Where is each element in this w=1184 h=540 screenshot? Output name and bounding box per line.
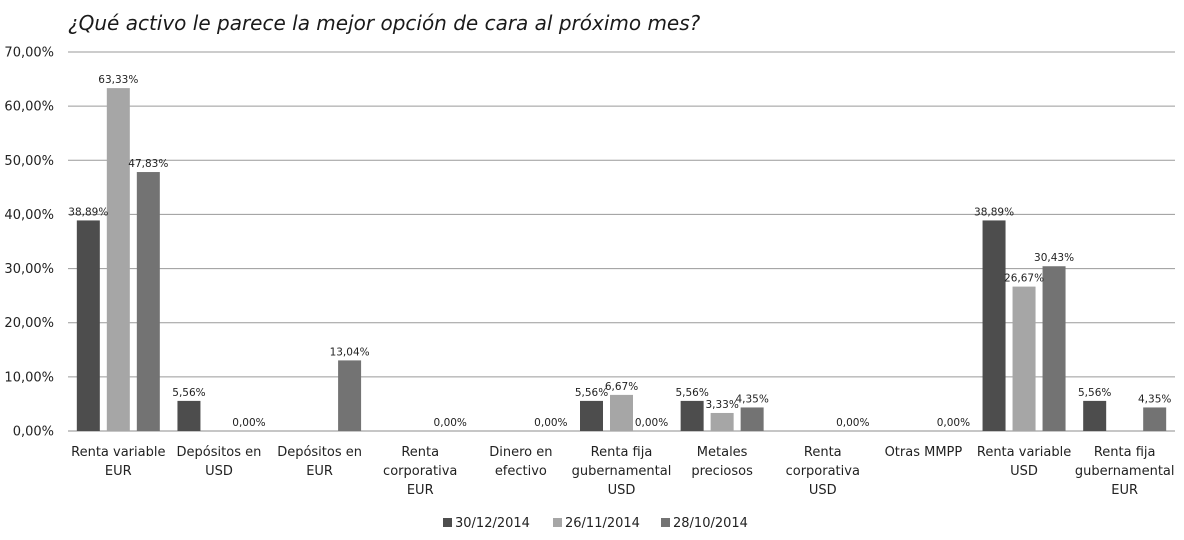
- x-tick-label: Depósitos en EUR: [277, 445, 362, 479]
- bar: [1042, 266, 1066, 431]
- chart-title: ¿Qué activo le parece la mejor opción de…: [68, 11, 701, 35]
- y-tick-label: 50,00%: [4, 154, 54, 169]
- y-tick-label: 10,00%: [4, 370, 54, 385]
- data-label: 26,67%: [1004, 273, 1044, 285]
- bar: [580, 400, 603, 431]
- bar: [680, 400, 704, 431]
- bar: [136, 172, 160, 431]
- x-tick-label: Renta corporativa EUR: [383, 445, 457, 498]
- bar: [740, 407, 764, 431]
- x-tick-label: Renta fija gubernamental USD: [572, 445, 672, 498]
- data-label: 47,83%: [128, 158, 168, 170]
- bar: [710, 412, 734, 431]
- y-tick-label: 0,00%: [13, 425, 54, 440]
- legend: 30/12/2014 26/11/2014 28/10/2014: [443, 516, 748, 531]
- x-tick-label: Metales preciosos: [691, 445, 753, 479]
- legend-label: 30/12/2014: [455, 516, 530, 531]
- data-label: 6,67%: [605, 381, 638, 393]
- bar: [76, 220, 100, 431]
- y-tick-label: 30,00%: [4, 262, 54, 277]
- legend-label: 28/10/2014: [673, 516, 748, 531]
- x-axis-ticks: Renta variable EUR Depósitos en USD Depósito…: [71, 445, 1174, 498]
- x-tick-label: Renta variable EUR: [71, 445, 165, 479]
- data-labels: 38,89% 63,33% 47,83% 5,56% 0,00% 13,04% 0,00% 0…: [68, 74, 1171, 429]
- bar: [338, 360, 362, 431]
- y-tick-label: 70,00%: [4, 46, 54, 61]
- data-label: 0,00%: [232, 417, 265, 429]
- data-label: 30,43%: [1034, 252, 1074, 264]
- legend-swatch: [553, 518, 562, 527]
- x-tick-label: Dinero en efectivo: [489, 445, 552, 479]
- data-label: 13,04%: [330, 346, 370, 358]
- x-tick-label: Depósitos en USD: [177, 445, 262, 479]
- data-label: 38,89%: [974, 206, 1014, 218]
- data-label: 38,89%: [68, 206, 108, 218]
- data-label: 63,33%: [98, 74, 138, 86]
- legend-swatch: [661, 518, 670, 527]
- y-tick-label: 60,00%: [4, 100, 54, 115]
- bar: [177, 400, 201, 431]
- data-label: 5,56%: [575, 387, 608, 399]
- x-tick-label: Otras MMPP: [885, 445, 963, 460]
- bar: [982, 220, 1006, 431]
- data-label: 4,35%: [1138, 393, 1171, 405]
- data-label: 0,00%: [434, 417, 467, 429]
- bars: [76, 88, 1167, 432]
- x-tick-label: Renta fija gubernamental EUR: [1075, 445, 1175, 498]
- x-tick-label: Renta corporativa USD: [786, 445, 860, 498]
- data-label: 0,00%: [836, 417, 869, 429]
- gridlines: [68, 51, 1175, 432]
- data-label: 4,35%: [735, 393, 768, 405]
- x-tick-label: Renta variable USD: [977, 445, 1071, 479]
- y-axis-ticks: 0,00% 10,00% 20,00% 30,00% 40,00% 50,00% 60,00…: [4, 46, 54, 440]
- data-label: 0,00%: [937, 417, 970, 429]
- bar: [106, 88, 130, 432]
- bar: [610, 394, 633, 431]
- y-tick-label: 20,00%: [4, 316, 54, 331]
- data-label: 5,56%: [1078, 387, 1111, 399]
- data-label: 0,00%: [534, 417, 567, 429]
- legend-swatch: [443, 518, 452, 527]
- legend-label: 26/11/2014: [565, 516, 640, 531]
- bar: [1012, 286, 1036, 431]
- bar: [1143, 407, 1167, 431]
- data-label: 5,56%: [172, 387, 205, 399]
- bar: [1083, 400, 1107, 431]
- data-label: 0,00%: [635, 417, 668, 429]
- y-tick-label: 40,00%: [4, 208, 54, 223]
- data-label: 5,56%: [675, 387, 708, 399]
- data-label: 3,33%: [705, 399, 738, 411]
